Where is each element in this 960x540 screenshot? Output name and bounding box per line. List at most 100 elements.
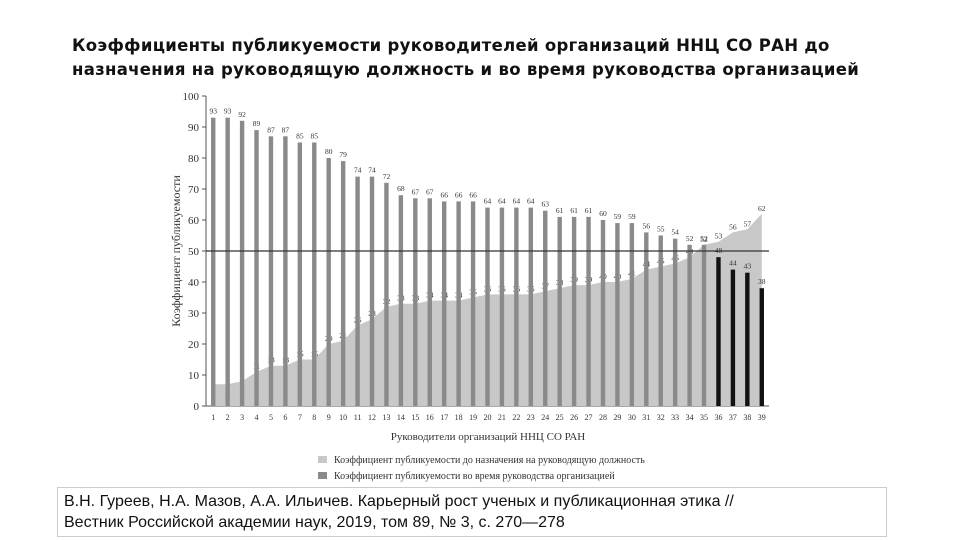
x-tick-label: 11 <box>354 413 362 422</box>
bar <box>543 210 548 406</box>
x-tick-label: 19 <box>469 413 477 422</box>
y-tick-label: 70 <box>188 184 200 196</box>
chart: Коэффициент публикуемости Руководители о… <box>169 91 769 482</box>
bar-value-label: 61 <box>556 206 564 215</box>
bar-value-label: 89 <box>253 119 261 128</box>
x-tick-label: 29 <box>613 413 621 422</box>
x-tick-label: 32 <box>657 413 665 422</box>
bar <box>340 161 346 406</box>
x-tick-label: 12 <box>368 413 376 422</box>
x-tick-label: 21 <box>498 413 506 422</box>
bar-value-label: 61 <box>585 206 593 215</box>
bar <box>586 216 591 406</box>
x-tick-label: 26 <box>570 413 578 422</box>
bar <box>658 235 663 406</box>
bar-value-label: 43 <box>744 262 752 271</box>
bar <box>716 257 721 406</box>
bar-value-label: 54 <box>671 228 679 237</box>
bar-value-label: 93 <box>224 107 232 116</box>
bar <box>441 201 447 406</box>
x-tick-label: 4 <box>255 413 259 422</box>
bar-value-label: 64 <box>527 197 535 206</box>
y-tick-label: 10 <box>188 370 200 382</box>
bar <box>745 272 750 406</box>
legend-label: Коэффициент публикуемости до назначения … <box>334 455 645 466</box>
x-tick-label: 22 <box>512 413 520 422</box>
bar-value-label: 55 <box>657 225 665 234</box>
area-value-label: 57 <box>744 219 752 228</box>
bar <box>369 176 375 406</box>
bar-value-label: 59 <box>628 212 636 221</box>
x-tick-label: 35 <box>700 413 708 422</box>
y-tick-label: 60 <box>188 215 200 227</box>
bar-value-label: 74 <box>354 166 362 175</box>
bar <box>528 207 534 406</box>
area-value-label: 62 <box>758 204 766 213</box>
bar-value-label: 68 <box>397 184 405 193</box>
bar <box>355 176 360 406</box>
bar-value-label: 66 <box>440 190 448 199</box>
x-tick-label: 14 <box>397 413 405 422</box>
bar <box>615 223 620 406</box>
bar-value-label: 64 <box>484 197 492 206</box>
bar <box>384 182 389 406</box>
bar-value-label: 64 <box>513 197 521 206</box>
bar <box>297 142 303 406</box>
x-tick-label: 16 <box>426 413 434 422</box>
y-tick-label: 100 <box>183 91 200 103</box>
bar <box>225 117 230 406</box>
bar <box>759 288 764 406</box>
area-value-label: 53 <box>715 232 723 241</box>
x-tick-label: 39 <box>758 413 766 422</box>
bar-value-label: 85 <box>311 132 319 141</box>
x-tick-label: 27 <box>585 413 593 422</box>
bar-value-label: 59 <box>614 212 622 221</box>
y-tick-label: 20 <box>188 339 200 351</box>
bar-value-label: 87 <box>267 125 275 134</box>
title-line: Коэффициенты публикуемости руководителей… <box>72 36 830 55</box>
bar <box>557 216 562 406</box>
bar <box>254 130 259 406</box>
bar-value-label: 63 <box>541 200 549 209</box>
x-tick-label: 37 <box>729 413 737 422</box>
x-tick-label: 28 <box>599 413 607 422</box>
x-tick-label: 23 <box>527 413 535 422</box>
x-tick-label: 24 <box>541 413 549 422</box>
x-axis-label: Руководители организаций ННЦ СО РАН <box>391 431 586 443</box>
citation-line: Вестник Российской академии наук, 2019, … <box>64 514 565 531</box>
x-tick-label: 7 <box>298 413 302 422</box>
x-tick-label: 3 <box>240 413 244 422</box>
bar-value-label: 79 <box>339 150 347 159</box>
bar <box>427 198 432 406</box>
x-tick-label: 8 <box>312 413 316 422</box>
bar <box>485 207 490 406</box>
x-tick-label: 18 <box>455 413 463 422</box>
bar <box>283 136 288 407</box>
x-tick-label: 36 <box>714 413 722 422</box>
bar-value-label: 67 <box>412 187 420 196</box>
bar <box>644 232 649 406</box>
bar <box>398 195 404 406</box>
bar-value-label: 93 <box>209 107 217 116</box>
x-tick-label: 31 <box>642 413 650 422</box>
x-tick-label: 2 <box>226 413 230 422</box>
bar <box>413 198 418 406</box>
bar <box>470 201 476 406</box>
y-tick-label: 90 <box>188 122 200 134</box>
x-tick-label: 20 <box>484 413 492 422</box>
bar <box>701 244 707 406</box>
bar-value-label: 85 <box>296 132 304 141</box>
bar <box>456 201 461 406</box>
bar-value-label: 38 <box>758 277 766 286</box>
bar-value-label: 52 <box>686 234 694 243</box>
y-tick-label: 50 <box>188 246 200 258</box>
bar <box>687 244 692 406</box>
bar <box>571 216 577 406</box>
bar-value-label: 60 <box>599 209 607 218</box>
bar-value-label: 66 <box>455 190 463 199</box>
y-tick-label: 40 <box>188 277 200 289</box>
citation: В.Н. Гуреев, Н.А. Мазов, А.А. Ильичев. К… <box>57 487 887 537</box>
bar-value-label: 44 <box>729 259 737 268</box>
x-tick-label: 13 <box>382 413 390 422</box>
